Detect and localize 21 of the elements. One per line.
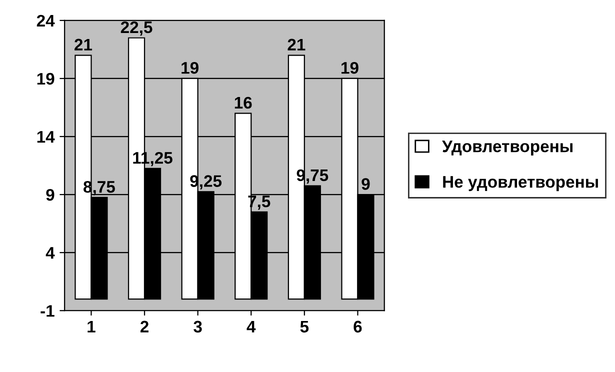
data-label: 21 xyxy=(288,38,306,50)
data-label: 9 xyxy=(362,178,370,190)
y-tick-label: -1 xyxy=(40,305,54,317)
legend-label: Удовлетворены xyxy=(442,140,572,156)
x-tick-label: 6 xyxy=(354,320,362,333)
y-tick-label: 24 xyxy=(36,14,55,26)
legend-label: Не удовлетворены xyxy=(443,176,598,192)
y-tick-label: 19 xyxy=(37,72,54,85)
x-tick-label: 2 xyxy=(140,320,148,332)
y-tick-label: 4 xyxy=(46,247,55,259)
y-tick-label: 14 xyxy=(37,131,55,143)
x-tick-label: 4 xyxy=(246,320,256,332)
data-label: 22,5 xyxy=(120,21,152,36)
data-label: 16 xyxy=(234,96,252,109)
data-label: 19 xyxy=(182,62,198,74)
x-tick-label: 5 xyxy=(300,320,309,333)
data-label: 21 xyxy=(74,38,92,50)
y-tick-label: 9 xyxy=(46,188,54,201)
data-label: 19 xyxy=(342,62,358,74)
x-tick-label: 1 xyxy=(88,320,96,332)
x-tick-label: 3 xyxy=(194,320,202,333)
